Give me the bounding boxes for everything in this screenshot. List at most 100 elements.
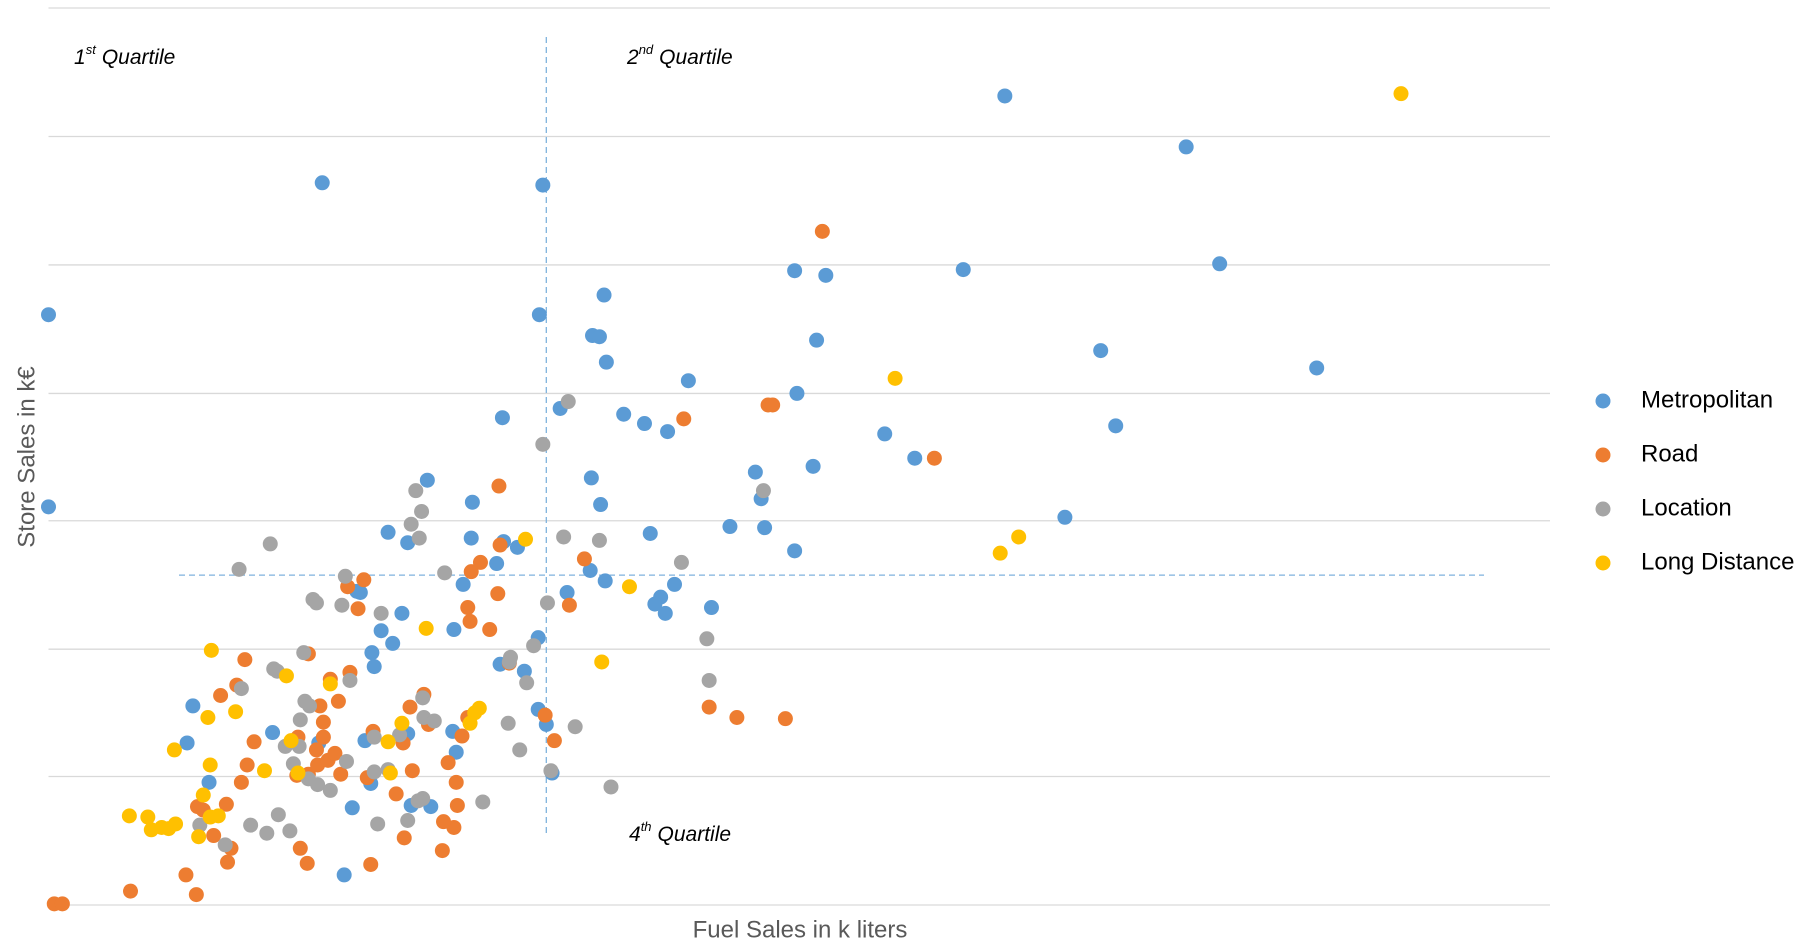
- data-point: [787, 543, 803, 559]
- data-point: [210, 808, 226, 824]
- x-axis-title: Fuel Sales in k liters: [693, 916, 908, 943]
- data-point: [907, 450, 923, 466]
- data-point: [546, 733, 562, 749]
- data-point: [699, 631, 715, 647]
- data-point: [992, 545, 1008, 561]
- legend-label: Location: [1641, 494, 1732, 521]
- data-point: [217, 837, 233, 853]
- data-point: [955, 262, 971, 278]
- quartile-suffix: st: [86, 42, 98, 57]
- data-point: [350, 601, 366, 617]
- data-point: [559, 584, 575, 600]
- data-point: [202, 757, 218, 773]
- data-point: [283, 733, 299, 749]
- data-point: [463, 564, 479, 580]
- data-point: [789, 385, 805, 401]
- data-point: [404, 763, 420, 779]
- data-point: [178, 867, 194, 883]
- data-point: [237, 652, 253, 668]
- data-point: [437, 565, 453, 581]
- data-point: [394, 605, 410, 621]
- data-point: [282, 823, 298, 839]
- data-point: [336, 867, 352, 883]
- legend-marker: [1595, 447, 1611, 463]
- data-point: [591, 532, 607, 548]
- data-point: [314, 175, 330, 191]
- data-point: [302, 698, 318, 714]
- data-point: [805, 458, 821, 474]
- quartile-text: Quartile: [102, 46, 176, 69]
- data-point: [310, 777, 326, 793]
- data-point: [388, 786, 404, 802]
- data-point: [1093, 343, 1109, 359]
- data-point: [396, 830, 412, 846]
- data-point: [722, 519, 738, 535]
- data-point: [414, 503, 430, 519]
- data-point: [373, 605, 389, 621]
- data-point: [201, 774, 217, 790]
- data-point: [256, 763, 272, 779]
- data-point: [334, 597, 350, 613]
- data-point: [218, 796, 234, 812]
- legend-marker: [1595, 555, 1611, 571]
- data-point: [195, 787, 211, 803]
- data-point: [472, 554, 488, 570]
- data-point: [777, 711, 793, 727]
- data-point: [701, 672, 717, 688]
- data-point: [593, 497, 609, 513]
- data-point: [647, 596, 663, 612]
- data-point: [616, 406, 632, 422]
- data-point: [455, 576, 471, 592]
- data-point: [526, 638, 542, 654]
- data-point: [292, 840, 308, 856]
- data-point: [191, 829, 207, 845]
- data-point: [213, 688, 229, 704]
- data-point: [556, 529, 572, 545]
- data-point: [636, 416, 652, 432]
- data-point: [203, 642, 219, 658]
- quartile-text: Quartile: [659, 46, 733, 69]
- data-point: [673, 554, 689, 570]
- quartile-number: 2: [626, 46, 639, 69]
- data-point: [537, 707, 553, 723]
- data-point: [1393, 86, 1409, 102]
- data-point: [729, 709, 745, 725]
- data-point: [561, 597, 577, 613]
- data-point: [400, 813, 416, 829]
- data-point: [312, 698, 328, 714]
- data-point: [818, 267, 834, 283]
- data-point: [322, 676, 338, 692]
- data-point: [997, 88, 1013, 104]
- data-point: [370, 816, 386, 832]
- data-point: [54, 896, 70, 912]
- data-point: [392, 727, 408, 743]
- data-point: [41, 499, 56, 515]
- data-point: [140, 809, 156, 825]
- y-axis-title: Store Sales in k€: [13, 366, 40, 548]
- data-point: [471, 700, 487, 716]
- data-point: [408, 483, 424, 499]
- data-point: [419, 472, 435, 488]
- data-point: [591, 329, 607, 345]
- data-point: [333, 766, 349, 782]
- data-point: [246, 734, 262, 750]
- data-point: [747, 464, 763, 480]
- data-point: [418, 620, 434, 636]
- data-point: [243, 817, 259, 833]
- quartile-text: Quartile: [658, 823, 732, 846]
- data-point: [410, 793, 426, 809]
- quartile-number: 4: [629, 823, 641, 846]
- data-point: [233, 774, 249, 790]
- data-point: [1057, 509, 1073, 525]
- data-point: [342, 672, 358, 688]
- data-point: [366, 764, 382, 780]
- data-point: [482, 622, 498, 638]
- data-point: [446, 622, 462, 638]
- data-point: [460, 600, 476, 616]
- data-point: [315, 714, 331, 730]
- data-point: [299, 855, 315, 871]
- data-point: [436, 814, 452, 830]
- data-point: [1309, 360, 1325, 376]
- data-point: [270, 807, 286, 823]
- legend-label: Long Distance: [1641, 548, 1794, 575]
